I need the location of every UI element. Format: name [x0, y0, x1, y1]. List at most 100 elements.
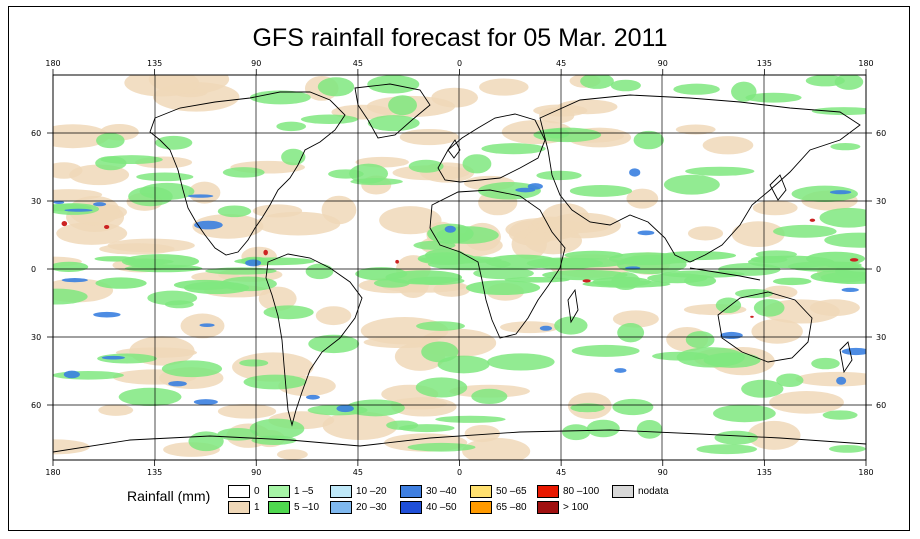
rainfall-patch [735, 288, 774, 299]
rainfall-patch [249, 418, 305, 440]
legend-swatch [268, 501, 290, 514]
rainfall-patch [750, 315, 754, 318]
lat-tick-right-label: 30 [876, 333, 886, 342]
madagascar-outline [567, 288, 579, 324]
rainfall-patch [188, 431, 224, 452]
rainfall-patch [53, 439, 90, 455]
rainfall-patch [263, 305, 314, 320]
rainfall-patch [99, 243, 175, 255]
rainfall-patch [636, 420, 663, 439]
rainfall-patch [629, 168, 641, 177]
lat-tick-left-label: 30 [31, 197, 41, 206]
rainfall-patch [127, 258, 165, 267]
rainfall-patch [485, 254, 559, 269]
rainfall-patch [571, 344, 640, 357]
rainfall-patch [367, 115, 420, 132]
map-area [53, 75, 866, 460]
rainfall-patch [539, 325, 553, 331]
legend-swatch [470, 501, 492, 514]
legend-label: > 100 [563, 502, 589, 513]
rainfall-patch [336, 404, 354, 413]
legend-swatch [228, 501, 250, 514]
asia-outline [539, 94, 861, 263]
rainfall-patch [621, 258, 695, 264]
rainfall-patch [328, 169, 364, 179]
rainfall-patch [750, 255, 788, 264]
rainfall-patch [791, 185, 858, 203]
rainfall-patch [829, 190, 852, 195]
rainfall-patch [745, 92, 802, 103]
rainfall-patch [61, 220, 68, 227]
rainfall-patch [527, 183, 543, 190]
rainfall-patch [276, 449, 308, 460]
rainfall-patch [829, 444, 866, 453]
legend-swatch [400, 485, 422, 498]
lon-tick-bottom-label: 90 [658, 468, 668, 477]
lat-tick-left-label: 60 [31, 129, 41, 138]
rainfall-patch [93, 311, 121, 318]
rainfall-patch [427, 223, 474, 244]
lat-tick-right-label: 0 [876, 265, 881, 274]
continent-outlines [53, 83, 866, 453]
rainfall-patch [702, 136, 754, 155]
rainfall-patch [222, 167, 265, 178]
rainfall-patch [659, 251, 737, 261]
lon-tick-top-label: 135 [757, 59, 772, 68]
rainfall-patch [63, 370, 80, 379]
rainfall-patch [308, 334, 360, 354]
rainfall-patch [478, 182, 541, 200]
rainfall-patch [612, 310, 659, 328]
lon-tick-bottom-label: 135 [147, 468, 162, 477]
rainfall-patch [661, 270, 745, 278]
rainfall-patch [435, 415, 506, 423]
lon-tick-bottom-label: 135 [757, 468, 772, 477]
rainfall-patch [769, 390, 844, 414]
rainfall-patch [243, 374, 307, 390]
rainfall-patch [836, 376, 847, 385]
rainfall-patch [564, 250, 624, 260]
rainfall-patch [53, 124, 110, 149]
rainfall-patch [741, 379, 784, 398]
rainfall-patch [633, 130, 664, 150]
rainfall-patch [542, 269, 628, 281]
rainfall-patch [773, 224, 837, 238]
lon-tick-bottom-label: 90 [251, 468, 261, 477]
legend-label: 1 –5 [294, 486, 314, 497]
legend-label: 30 –40 [426, 486, 457, 497]
rainfall-patch [561, 424, 591, 441]
legend-label: 65 –80 [496, 502, 527, 513]
axis-ticks: 180 180 135 135 90 90 45 45 0 0 45 45 90 90 135 135 180 1… [31, 59, 886, 477]
lon-tick-top-label: 180 [45, 59, 60, 68]
rainfall-patch [776, 373, 804, 388]
rainfall-patch [194, 220, 223, 230]
rainfall-patch [193, 399, 218, 405]
rainfall-patch [795, 371, 866, 387]
rainfall-patch [315, 306, 352, 326]
rainfall-patch [819, 207, 866, 228]
japan-outline [769, 174, 787, 201]
rainfall-patch [747, 420, 801, 450]
rainfall-patch [408, 159, 444, 173]
rainfall-patch [417, 252, 476, 266]
rainfall-patch [673, 83, 720, 95]
lon-tick-top-label: 90 [251, 59, 261, 68]
greenland-outline [354, 83, 431, 139]
lon-tick-top-label: 135 [147, 59, 162, 68]
rainfall-patch [251, 435, 297, 445]
rainfall-patch [93, 202, 107, 207]
rainfall-patch [255, 211, 341, 236]
lon-tick-bottom-label: 0 [457, 468, 462, 477]
rainfall-patch [305, 394, 320, 400]
rainfall-patch [187, 194, 214, 198]
uk-outline [447, 139, 461, 159]
rainfall-patch [183, 281, 250, 295]
rainfall-patch [350, 178, 403, 186]
rainfall-patch [753, 299, 785, 317]
rainfall-patch [570, 403, 605, 413]
rainfall-patch [421, 341, 459, 363]
rainfall-patch [53, 261, 89, 273]
rainfall-patch [751, 318, 803, 344]
page-title: GFS rainfall forecast for 05 Mar. 2011 [252, 24, 668, 52]
legend-label: 20 –30 [356, 502, 387, 513]
